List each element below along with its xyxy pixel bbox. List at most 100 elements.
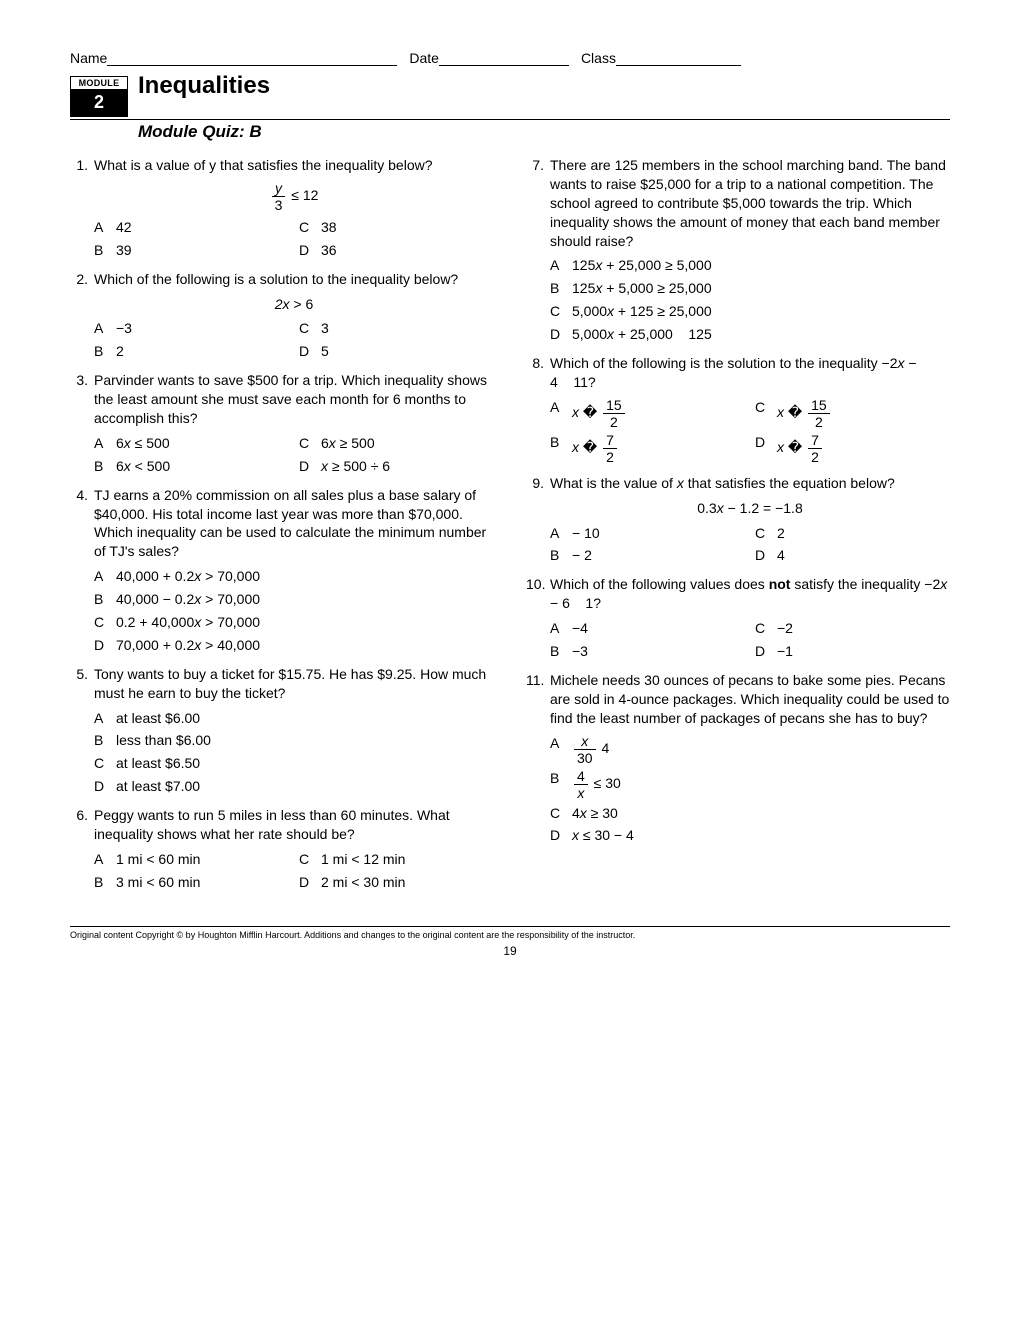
opt-letter: C	[299, 319, 321, 338]
q10-pre: Which of the following values does	[550, 576, 769, 592]
q8-text: Which of the following is the solution t…	[550, 354, 950, 392]
q3-num: 3.	[70, 371, 94, 475]
opt-letter: B	[94, 342, 116, 361]
q1-expression: y3 ≤ 12	[94, 181, 494, 212]
q4-opt-d[interactable]: D70,000 + 0.2x > 40,000	[94, 636, 494, 655]
q6-opt-c[interactable]: C1 mi < 12 min	[299, 850, 494, 869]
q8-opt-c[interactable]: Cx � 152	[755, 398, 950, 429]
q2-opt-b[interactable]: B2	[94, 342, 289, 361]
opt-letter: B	[94, 241, 116, 260]
opt-text: 5	[321, 342, 494, 361]
page-number: 19	[70, 944, 950, 958]
opt-text: 125x + 5,000 ≥ 25,000	[572, 279, 950, 298]
opt-text: −1	[777, 642, 950, 661]
opt-text: − 2	[572, 546, 745, 565]
q1-options: A42 C38 B39 D36	[94, 218, 494, 260]
q2-opt-a[interactable]: A−3	[94, 319, 289, 338]
q2-opt-c[interactable]: C3	[299, 319, 494, 338]
opt-letter: A	[550, 398, 572, 429]
opt-letter: A	[550, 619, 572, 638]
q4-opt-b[interactable]: B40,000 − 0.2x > 70,000	[94, 590, 494, 609]
opt-text: at least $6.50	[116, 754, 494, 773]
opt-letter: A	[94, 218, 116, 237]
q8-opt-b[interactable]: Bx � 72	[550, 433, 745, 464]
q4-opt-a[interactable]: A40,000 + 0.2x > 70,000	[94, 567, 494, 586]
opt-letter: A	[94, 434, 116, 453]
q5-opt-a[interactable]: Aat least $6.00	[94, 709, 494, 728]
opt-letter: C	[755, 619, 777, 638]
q6-opt-d[interactable]: D2 mi < 30 min	[299, 873, 494, 892]
q5-opt-c[interactable]: Cat least $6.50	[94, 754, 494, 773]
opt-letter: A	[94, 319, 116, 338]
q9-opt-c[interactable]: C2	[755, 524, 950, 543]
opt-letter: C	[550, 302, 572, 321]
q6-num: 6.	[70, 806, 94, 892]
module-box: MODULE 2	[70, 76, 128, 117]
q10-opt-d[interactable]: D−1	[755, 642, 950, 661]
q6-opt-a[interactable]: A1 mi < 60 min	[94, 850, 289, 869]
q10-opt-a[interactable]: A−4	[550, 619, 745, 638]
q8-num: 8.	[526, 354, 550, 464]
opt-text: −3	[116, 319, 289, 338]
question-11: 11. Michele needs 30 ounces of pecans to…	[526, 671, 950, 845]
question-7: 7. There are 125 members in the school m…	[526, 156, 950, 344]
q11-opt-a[interactable]: Ax30 4	[550, 734, 950, 765]
q7-opt-b[interactable]: B125x + 5,000 ≥ 25,000	[550, 279, 950, 298]
q1-opt-b[interactable]: B39	[94, 241, 289, 260]
q3-opt-c[interactable]: C6x ≥ 500	[299, 434, 494, 453]
opt-text: at least $7.00	[116, 777, 494, 796]
q5-opt-b[interactable]: Bless than $6.00	[94, 731, 494, 750]
question-4: 4. TJ earns a 20% commission on all sale…	[70, 486, 494, 655]
q2-opt-d[interactable]: D5	[299, 342, 494, 361]
opt-letter: A	[94, 709, 116, 728]
q8-opt-a[interactable]: Ax � 152	[550, 398, 745, 429]
q10-opt-c[interactable]: C−2	[755, 619, 950, 638]
module-number: 2	[71, 90, 127, 116]
q2-num: 2.	[70, 270, 94, 362]
q9-opt-a[interactable]: A− 10	[550, 524, 745, 543]
opt-letter: D	[299, 342, 321, 361]
q7-opt-d[interactable]: D5,000x + 25,000 125	[550, 325, 950, 344]
q6-opt-b[interactable]: B3 mi < 60 min	[94, 873, 289, 892]
q1-opt-a[interactable]: A42	[94, 218, 289, 237]
q2-expression: 2x > 6	[94, 295, 494, 314]
opt-text: 1 mi < 12 min	[321, 850, 494, 869]
date-line[interactable]	[439, 65, 569, 66]
q1-opt-d[interactable]: D36	[299, 241, 494, 260]
opt-letter: C	[755, 398, 777, 429]
opt-text: 3	[321, 319, 494, 338]
q11-opt-b[interactable]: B4x ≤ 30	[550, 769, 950, 800]
q7-opt-c[interactable]: C5,000x + 125 ≥ 25,000	[550, 302, 950, 321]
q9-num: 9.	[526, 474, 550, 566]
q4-opt-c[interactable]: C0.2 + 40,000x > 70,000	[94, 613, 494, 632]
date-label: Date	[409, 50, 439, 66]
q3-opt-d[interactable]: Dx ≥ 500 ÷ 6	[299, 457, 494, 476]
q9-opt-d[interactable]: D4	[755, 546, 950, 565]
name-line[interactable]	[107, 65, 397, 66]
opt-text: 2 mi < 30 min	[321, 873, 494, 892]
opt-text: x ≤ 30 − 4	[572, 826, 950, 845]
q5-opt-d[interactable]: Dat least $7.00	[94, 777, 494, 796]
opt-text: 2	[777, 524, 950, 543]
class-line[interactable]	[616, 65, 741, 66]
opt-text: x � 72	[777, 433, 950, 464]
content-columns: 1. What is a value of y that satisfies t…	[70, 156, 950, 902]
q11-opt-c[interactable]: C4x ≥ 30	[550, 804, 950, 823]
subtitle: Module Quiz: B	[138, 122, 950, 142]
opt-text: −4	[572, 619, 745, 638]
q3-options: A6x ≤ 500 C6x ≥ 500 B6x < 500 Dx ≥ 500 ÷…	[94, 434, 494, 476]
opt-text: 38	[321, 218, 494, 237]
opt-text: 40,000 − 0.2x > 70,000	[116, 590, 494, 609]
q3-opt-a[interactable]: A6x ≤ 500	[94, 434, 289, 453]
q1-opt-c[interactable]: C38	[299, 218, 494, 237]
q10-bold: not	[769, 576, 791, 592]
q10-opt-b[interactable]: B−3	[550, 642, 745, 661]
q9-opt-b[interactable]: B− 2	[550, 546, 745, 565]
q3-opt-b[interactable]: B6x < 500	[94, 457, 289, 476]
q8-opt-d[interactable]: Dx � 72	[755, 433, 950, 464]
q7-opt-a[interactable]: A125x + 25,000 ≥ 5,000	[550, 256, 950, 275]
q1-text-span: What is a value of y that satisfies the …	[94, 157, 433, 173]
q1-num: 1.	[70, 156, 94, 260]
q11-opt-d[interactable]: Dx ≤ 30 − 4	[550, 826, 950, 845]
opt-letter: D	[94, 777, 116, 796]
